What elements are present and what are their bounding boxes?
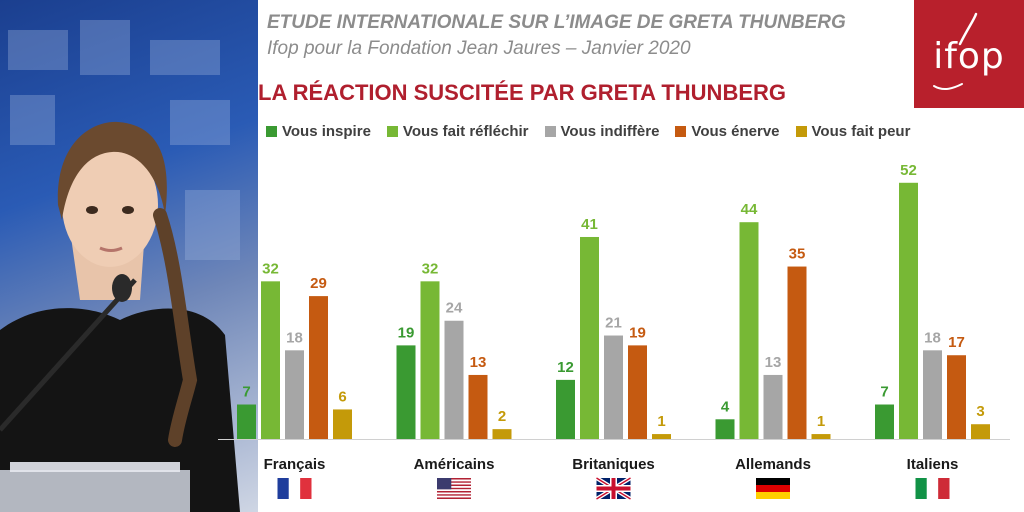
legend-swatch (795, 126, 807, 137)
legend-swatch (386, 126, 398, 137)
category-label: Allemands (735, 456, 811, 473)
bar (947, 355, 966, 439)
data-label: 1 (657, 413, 665, 430)
legend-label: Vous fait peur (811, 123, 911, 140)
data-label: 18 (924, 329, 941, 346)
data-label: 29 (310, 275, 327, 292)
legend-swatch (544, 126, 556, 137)
ifop-logo: ifop (914, 0, 1024, 108)
data-label: 19 (629, 324, 646, 341)
data-label: 1 (817, 413, 825, 430)
data-label: 6 (338, 388, 346, 405)
bar (628, 345, 647, 439)
logo-text: ifop (933, 36, 1005, 77)
logo-swoosh-icon (933, 12, 978, 91)
legend-swatch (675, 126, 687, 137)
data-label: 13 (765, 354, 782, 371)
study-subtitle: Ifop pour la Fondation Jean Jaures – Jan… (267, 38, 691, 59)
legend-label: Vous énerve (691, 123, 780, 140)
bar (899, 182, 918, 440)
bar (261, 281, 280, 439)
legend-label: Vous inspire (282, 123, 371, 140)
legend-swatch (266, 126, 277, 137)
bar (971, 424, 990, 439)
legend-label: Vous indiffère (560, 123, 660, 140)
legend-item-2: Vous indiffère (544, 123, 660, 140)
category-label: Français (264, 456, 326, 473)
bar (811, 434, 831, 439)
photo-illustration (0, 20, 240, 512)
category-label: Britaniques (572, 456, 655, 473)
greta-photo (0, 0, 258, 512)
data-label: 13 (470, 354, 487, 371)
data-label: 4 (721, 398, 730, 415)
bar (237, 404, 256, 439)
chart-legend: Vous inspire Vous fait réfléchir Vous indi… (266, 123, 926, 140)
data-label: 32 (262, 260, 279, 277)
bar (444, 320, 464, 439)
legend-label: Vous fait réfléchir (402, 123, 529, 140)
data-label: 21 (605, 315, 622, 332)
category-label: Américains (414, 456, 495, 473)
data-label: 7 (880, 384, 888, 401)
legend-item-3: Vous énerve (675, 123, 780, 140)
data-label: 17 (948, 334, 965, 351)
data-label: 52 (900, 162, 917, 179)
flag-france-icon (277, 478, 312, 499)
data-label: 12 (557, 359, 574, 376)
study-title: ETUDE INTERNATIONALE SUR L’IMAGE DE GRET… (267, 12, 846, 33)
category-label: Italiens (907, 456, 959, 473)
legend-item-0: Vous inspire (266, 123, 371, 140)
bar (715, 419, 735, 439)
legend-item-1: Vous fait réfléchir (386, 123, 529, 140)
data-label: 35 (789, 246, 806, 263)
bar (763, 374, 783, 439)
data-label: 44 (741, 201, 758, 218)
flag-usa-icon (437, 478, 471, 499)
bar (420, 281, 440, 439)
data-label: 3 (976, 403, 984, 420)
bar (492, 429, 512, 439)
bar (652, 434, 671, 439)
bar (556, 379, 575, 439)
bar (309, 296, 328, 439)
data-label: 2 (498, 408, 506, 425)
bar (285, 350, 304, 439)
bar (580, 236, 599, 439)
bar (739, 222, 759, 439)
bar (396, 345, 416, 439)
bar (875, 404, 894, 439)
data-label: 41 (581, 216, 598, 233)
flag-germany-icon (756, 478, 790, 499)
bar (333, 409, 352, 439)
bar (923, 350, 942, 439)
data-label: 24 (446, 300, 463, 317)
bar (787, 266, 807, 439)
data-label: 32 (422, 260, 439, 277)
bar (604, 335, 623, 439)
data-label: 7 (242, 384, 250, 401)
flag-italy-icon (915, 478, 950, 499)
legend-item-4: Vous fait peur (795, 123, 911, 140)
chart-title: LA RÉACTION SUSCITÉE PAR GRETA THUNBERG (258, 80, 787, 105)
data-label: 18 (286, 329, 303, 346)
data-label: 19 (398, 324, 415, 341)
bar (468, 374, 488, 439)
flag-uk-icon (595, 476, 632, 501)
